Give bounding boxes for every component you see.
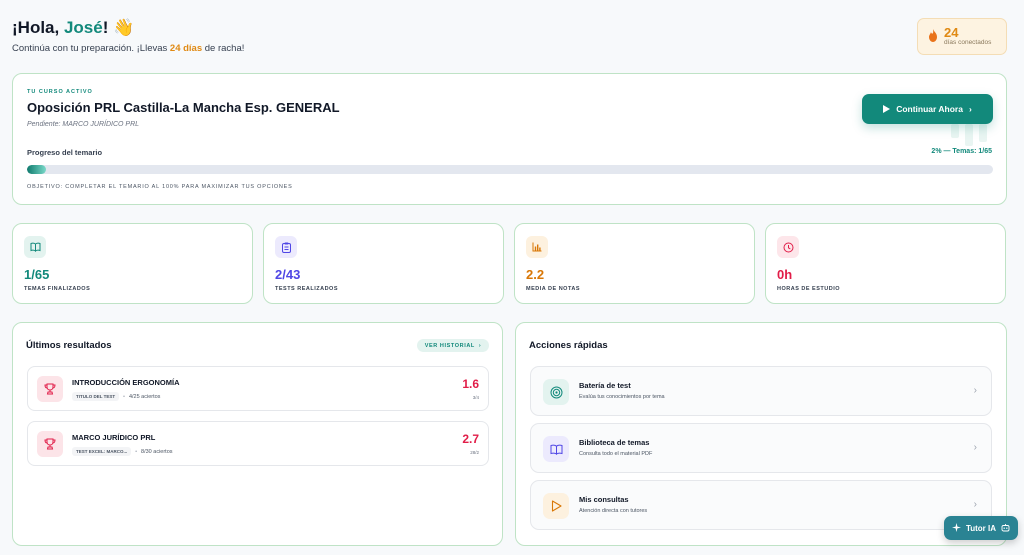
greeting-title: ¡Hola, José! 👋: [12, 18, 244, 38]
chevron-right-icon: ›: [973, 499, 977, 510]
stat-label: TEMAS FINALIZADOS: [24, 286, 91, 292]
streak-value: 24: [944, 25, 959, 40]
action-library[interactable]: Biblioteca de temas Consulta todo el mat…: [530, 423, 992, 473]
continue-button[interactable]: Continuar Ahora ›: [862, 94, 993, 124]
result-row[interactable]: MARCO JURÍDICO PRL TEST EXCEL: MARCO... …: [27, 421, 489, 466]
course-pending: Pendiente: MARCO JURÍDICO PRL: [27, 121, 140, 128]
stat-value: 1/65: [24, 267, 50, 282]
streak-badge: 24 días conectados: [917, 18, 1007, 55]
result-tag: TEST EXCEL: MARCO...: [72, 447, 132, 456]
progress-bar: [27, 165, 993, 174]
course-tag: TU CURSO ACTIVO: [27, 89, 93, 95]
result-title: INTRODUCCIÓN ERGONOMÍA: [72, 378, 180, 387]
result-hits: 4/25 aciertos: [128, 393, 161, 400]
action-title: Biblioteca de temas: [579, 438, 650, 447]
trophy-icon: [37, 431, 63, 457]
action-subtitle: Evalúa tus conocimientos por tema: [579, 394, 665, 400]
continue-button-label: Continuar Ahora: [896, 104, 963, 114]
chevron-right-icon: ›: [968, 104, 972, 114]
stat-card-horas: 0h HORAS DE ESTUDIO: [765, 223, 1006, 304]
chevron-right-icon: ›: [973, 385, 977, 396]
course-objective: OBJETIVO: COMPLETAR EL TEMARIO AL 100% P…: [27, 184, 293, 190]
subtitle-suffix: de racha!: [202, 43, 245, 54]
result-score: 1.6: [462, 377, 479, 391]
tutor-ia-label: Tutor IA: [965, 523, 997, 533]
result-sub: 3/4: [472, 395, 479, 400]
results-title: Últimos resultados: [26, 340, 112, 351]
result-meta: TITULO DEL TEST • 4/25 aciertos: [72, 392, 160, 401]
action-subtitle: Consulta todo el material PDF: [579, 451, 653, 457]
wave-icon: 👋: [113, 18, 135, 37]
decor-bars: [917, 124, 987, 146]
dot-separator: •: [135, 448, 138, 455]
progress-summary: 2% — Temas: 1/65: [931, 148, 992, 155]
stat-label: MEDIA DE NOTAS: [526, 286, 581, 292]
action-consultations[interactable]: Mis consultas Atención directa con tutor…: [530, 480, 992, 530]
result-sub: 28/2: [470, 450, 479, 455]
tutor-ia-button[interactable]: Tutor IA: [944, 516, 1018, 540]
history-button[interactable]: VER HISTORIAL ›: [417, 339, 489, 352]
play-icon: [543, 493, 569, 519]
quick-actions-panel: Acciones rápidas Batería de test Evalúa …: [515, 322, 1007, 546]
history-button-label: VER HISTORIAL: [424, 342, 475, 349]
stat-card-notas: 2.2 MEDIA DE NOTAS: [514, 223, 755, 304]
action-subtitle: Atención directa con tutores: [579, 508, 648, 514]
chevron-right-icon: ›: [478, 342, 482, 349]
result-score: 2.7: [462, 432, 479, 446]
book-icon: [24, 236, 46, 258]
result-title: MARCO JURÍDICO PRL: [72, 433, 156, 442]
stat-card-temas: 1/65 TEMAS FINALIZADOS: [12, 223, 253, 304]
streak-label: días conectados: [944, 39, 992, 46]
result-row[interactable]: INTRODUCCIÓN ERGONOMÍA TITULO DEL TEST •…: [27, 366, 489, 411]
open-book-icon: [543, 436, 569, 462]
dot-separator: •: [123, 393, 125, 400]
bot-icon: [1001, 523, 1010, 534]
result-hits: 8/30 aciertos: [141, 448, 173, 455]
stat-label: HORAS DE ESTUDIO: [777, 286, 841, 292]
progress-label: Progreso del temario: [27, 148, 103, 157]
sparkle-icon: [951, 522, 961, 534]
chevron-right-icon: ›: [973, 442, 977, 453]
greeting-prefix: ¡Hola,: [12, 18, 64, 37]
subtitle-prefix: Continúa con tu preparación. ¡Llevas: [12, 43, 170, 54]
clipboard-icon: [275, 236, 297, 258]
stat-value: 2.2: [526, 267, 545, 282]
stat-card-tests: 2/43 TESTS REALIZADOS: [263, 223, 504, 304]
quick-actions-title: Acciones rápidas: [529, 340, 608, 351]
flame-icon: [928, 28, 938, 45]
course-title: Oposición PRL Castilla-La Mancha Esp. GE…: [27, 100, 340, 115]
play-icon: [883, 105, 891, 113]
results-panel: Últimos resultados VER HISTORIAL › INTRO…: [12, 322, 503, 546]
stat-value: 0h: [777, 267, 793, 282]
action-test-battery[interactable]: Batería de test Evalúa tus conocimientos…: [530, 366, 992, 416]
trophy-icon: [37, 376, 63, 402]
progress-bar-fill: [27, 165, 47, 174]
action-title: Mis consultas: [579, 495, 629, 504]
result-meta: TEST EXCEL: MARCO... • 8/30 aciertos: [72, 447, 173, 456]
clock-icon: [777, 236, 799, 258]
greeting-subtitle: Continúa con tu preparación. ¡Llevas 24 …: [12, 43, 244, 54]
greeting-header: ¡Hola, José! 👋 Continúa con tu preparaci…: [12, 18, 244, 54]
greeting-suffix: !: [102, 18, 109, 37]
stat-value: 2/43: [275, 267, 301, 282]
target-icon: [543, 379, 569, 405]
stat-label: TESTS REALIZADOS: [275, 286, 339, 292]
active-course-card: TU CURSO ACTIVO Oposición PRL Castilla-L…: [12, 73, 1007, 205]
result-tag: TITULO DEL TEST: [72, 392, 120, 401]
user-name: José: [63, 18, 103, 37]
action-title: Batería de test: [579, 381, 631, 390]
streak-days: 24 días: [169, 43, 203, 54]
bar-chart-icon: [526, 236, 548, 258]
